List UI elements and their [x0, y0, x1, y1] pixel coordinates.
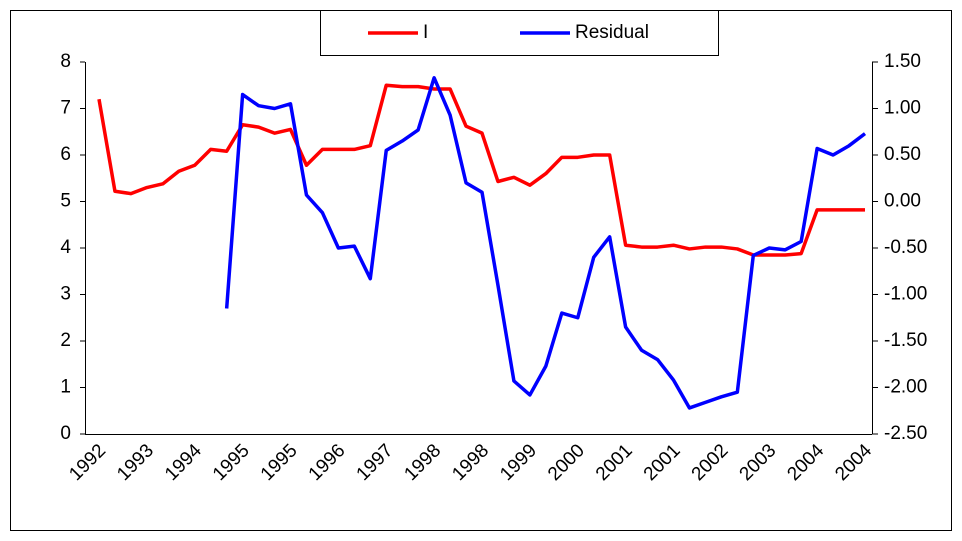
- y2-tick-label: 1.00: [884, 98, 921, 119]
- x-tick-label: 2002: [688, 440, 733, 485]
- x-tick-label: 1992: [65, 440, 110, 485]
- x-tick-label: 1993: [113, 440, 158, 485]
- x-tick-label: 2004: [783, 440, 828, 485]
- y-tick-label: 0: [60, 423, 71, 444]
- x-tick-label: 1994: [161, 440, 206, 485]
- y2-tick-label: 1.50: [884, 51, 921, 72]
- y-tick-label: 7: [60, 98, 71, 119]
- y2-tick-label: -1.00: [884, 284, 927, 305]
- x-tick-label: 2003: [736, 440, 781, 485]
- x-tick-label: 2004: [831, 440, 876, 485]
- y2-tick-label: 0.00: [884, 191, 921, 212]
- series-line: [224, 76, 867, 410]
- x-tick-label: 2001: [592, 440, 637, 485]
- legend-label: I: [423, 22, 428, 43]
- y2-tick-label: -0.50: [884, 237, 927, 258]
- x-tick-label: 1996: [305, 440, 350, 485]
- y-tick-label: 6: [60, 144, 71, 165]
- x-tick-label: 1995: [257, 440, 302, 485]
- x-tick-label: 1999: [496, 440, 541, 485]
- y-tick-label: 4: [60, 237, 71, 258]
- y2-tick-label: -1.50: [884, 330, 927, 351]
- legend-label: Residual: [575, 22, 649, 43]
- series-line: [97, 83, 865, 257]
- x-tick-label: 1998: [400, 440, 445, 485]
- y-tick-label: 1: [60, 377, 71, 398]
- x-tick-label: 1998: [448, 440, 493, 485]
- y-tick-label: 8: [60, 51, 71, 72]
- y-tick-label: 2: [60, 330, 71, 351]
- y2-tick-label: -2.00: [884, 377, 927, 398]
- y-tick-label: 3: [60, 284, 71, 305]
- y2-tick-label: 0.50: [884, 144, 921, 165]
- y-tick-label: 5: [60, 191, 71, 212]
- y2-tick-label: -2.50: [884, 423, 927, 444]
- x-tick-label: 1997: [353, 440, 398, 485]
- x-tick-label: 1995: [209, 440, 254, 485]
- x-tick-label: 2001: [640, 440, 685, 485]
- x-tick-label: 2000: [544, 440, 589, 485]
